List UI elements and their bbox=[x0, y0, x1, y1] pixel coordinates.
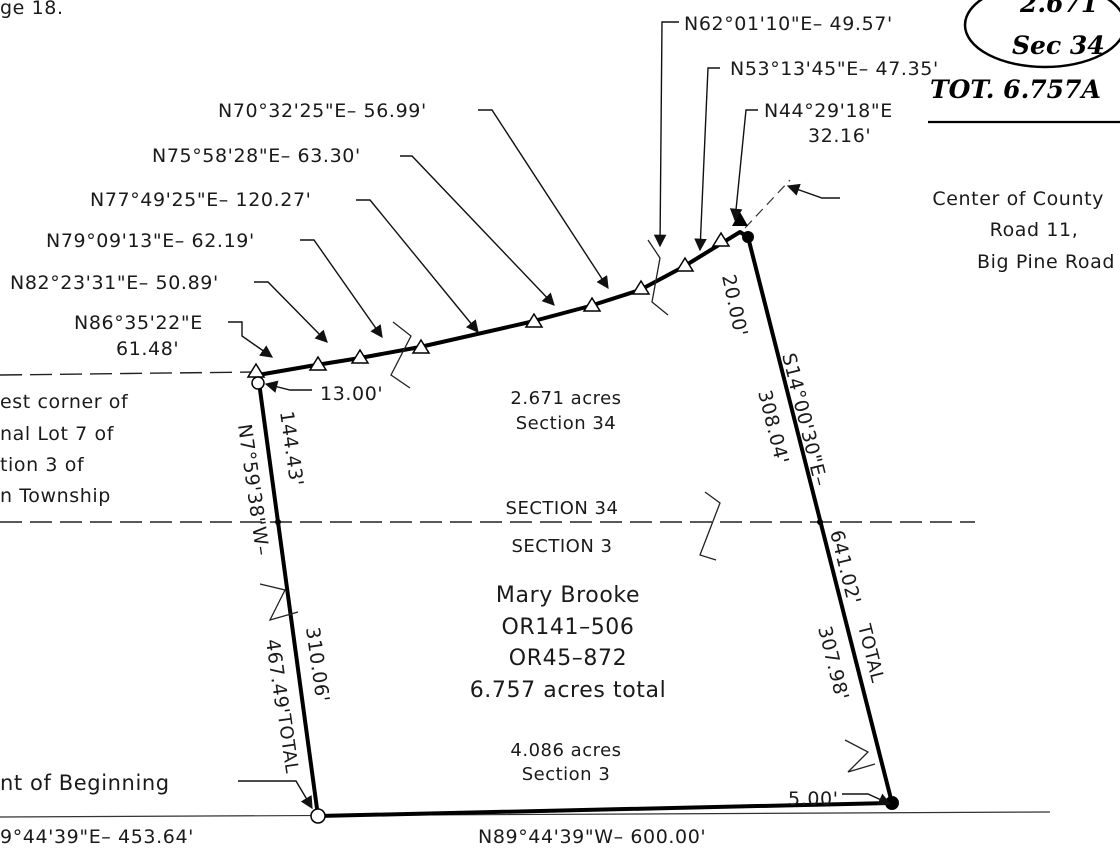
break-symbol bbox=[844, 739, 876, 773]
section-line-lower: SECTION 3 bbox=[512, 536, 613, 557]
break-symbol bbox=[259, 583, 299, 622]
call-label-1: N62°01'10"E– 49.57' bbox=[684, 13, 893, 35]
leader-call-6 bbox=[356, 199, 479, 333]
leader-call-2 bbox=[694, 67, 720, 252]
header-fragment: ge 18. bbox=[0, 0, 64, 19]
section3-name: Section 3 bbox=[522, 764, 611, 785]
west-extension-line bbox=[0, 371, 256, 376]
south-road-line bbox=[0, 811, 1051, 818]
road-offset-label: 20.00' bbox=[717, 272, 752, 338]
leader-west-offset bbox=[264, 380, 312, 393]
section3-acres: 4.086 acres bbox=[510, 740, 621, 761]
east-bearing: S14°00'30"E– bbox=[777, 351, 831, 489]
west-lower-distance: 310.06' bbox=[301, 626, 333, 704]
leader-south-offset bbox=[842, 793, 892, 806]
note-circle bbox=[963, 0, 1120, 69]
parcel-boundary bbox=[256, 230, 894, 818]
section34-acres: 2.671 acres bbox=[510, 388, 621, 409]
leader-beginning bbox=[238, 780, 313, 810]
section-point-e bbox=[817, 519, 823, 525]
note-area: 2.671 bbox=[1019, 0, 1098, 18]
break-symbol bbox=[647, 239, 669, 316]
call-label-2: N53°13'45"E– 47.35' bbox=[730, 58, 939, 80]
iron-pin-nw bbox=[251, 376, 265, 390]
call-label-9-distance: 61.48' bbox=[116, 338, 179, 360]
road-centerline bbox=[744, 179, 791, 229]
break-symbol bbox=[390, 321, 412, 389]
owner-ref-1: OR141–506 bbox=[502, 615, 635, 640]
call-label-5: N75°58'28"E– 63.30' bbox=[152, 145, 361, 167]
call-label-8: N82°23'31"E– 50.89' bbox=[10, 272, 219, 294]
south-offset-label: 5.00' bbox=[788, 788, 839, 810]
leader-call-9 bbox=[228, 321, 274, 358]
leader-call-1 bbox=[653, 21, 679, 248]
leader-call-3 bbox=[729, 109, 758, 222]
leader-call-8 bbox=[254, 281, 328, 343]
call-label-4: N70°32'25"E– 56.99' bbox=[218, 100, 427, 122]
west-total-distance: 467.49' bbox=[261, 638, 293, 716]
break-symbol bbox=[699, 491, 721, 561]
east-lower-distance: 307.98' bbox=[813, 624, 853, 703]
owner-name: Mary Brooke bbox=[496, 583, 640, 608]
owner-total: 6.757 acres total bbox=[470, 678, 667, 703]
leader-call-4 bbox=[478, 109, 609, 290]
call-label-9-bearing: N86°35'22"E bbox=[74, 312, 203, 334]
call-label-3-bearing: N44°29'18"E bbox=[764, 100, 893, 122]
section34-name: Section 34 bbox=[516, 413, 617, 434]
point-of-beginning-label: nt of Beginning bbox=[0, 771, 170, 795]
section-line-upper: SECTION 34 bbox=[506, 498, 619, 519]
survey-markers bbox=[246, 231, 731, 378]
iron-pin-sw bbox=[310, 808, 326, 824]
corner-label-line3: tion 3 of bbox=[0, 454, 85, 476]
west-offset-label: 13.00' bbox=[320, 383, 383, 405]
leader-call-5 bbox=[400, 155, 555, 306]
road-label-line3: Big Pine Road bbox=[977, 251, 1115, 273]
call-label-3-distance: 32.16' bbox=[808, 125, 871, 147]
west-total-word: TOTAL bbox=[273, 712, 302, 775]
owner-ref-2: OR45–872 bbox=[509, 646, 627, 671]
iron-pin-ne bbox=[742, 231, 754, 243]
leader-road bbox=[786, 183, 840, 199]
call-label-6: N77°49'25"E– 120.27' bbox=[90, 189, 311, 211]
corner-label-line2: nal Lot 7 of bbox=[0, 423, 115, 445]
corner-label-line1: est corner of bbox=[0, 391, 129, 413]
road-label-line2: Road 11, bbox=[990, 219, 1079, 241]
leader-call-7 bbox=[300, 239, 383, 339]
south-line-west: 9°44'39"E– 453.64' bbox=[0, 826, 194, 848]
east-upper-distance: 308.04' bbox=[753, 388, 793, 467]
road-label-line1: Center of County bbox=[932, 188, 1104, 210]
call-label-7: N79°09'13"E– 62.19' bbox=[46, 230, 255, 252]
note-total: TOT. 6.757A bbox=[930, 75, 1101, 104]
corner-label-line4: n Township bbox=[0, 485, 111, 507]
note-section: Sec 34 bbox=[1012, 31, 1105, 60]
section-point-w bbox=[275, 519, 281, 525]
south-line-main: N89°44'39"W– 600.00' bbox=[478, 826, 706, 848]
west-upper-distance: 144.43' bbox=[275, 410, 307, 488]
